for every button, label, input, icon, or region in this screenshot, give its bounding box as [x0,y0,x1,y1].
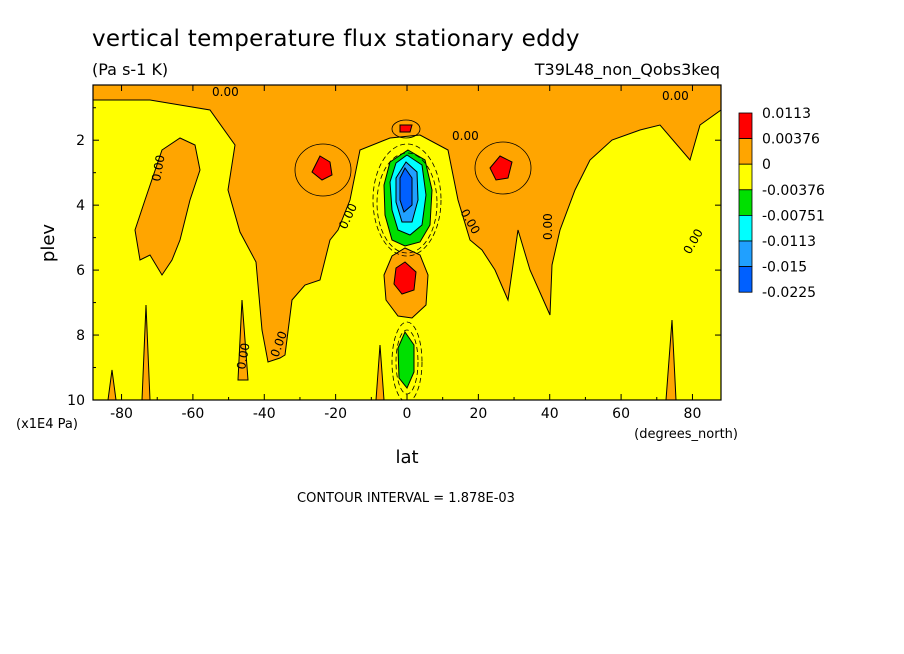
contour-label: 0.00 [662,89,689,103]
y-axis: 2 4 6 8 10 [67,107,721,409]
x-axis-units: (degrees_north) [634,427,738,442]
legend-swatch [738,189,753,216]
x-tick-label: 80 [684,406,702,422]
green-lower [397,330,415,389]
contour-label: 0.00 [149,154,167,183]
legend-swatch [738,163,753,191]
dataset-label: T39L48_non_Qobs3keq [534,60,720,80]
chart-title: vertical temperature flux stationary edd… [92,26,580,52]
red-max-top [399,124,413,133]
blue-core [399,167,413,213]
x-axis-label: lat [395,447,418,468]
y-tick-label: 6 [76,263,85,279]
x-tick-label: -40 [253,406,276,422]
contour-label: 0.00 [234,342,252,371]
orange-south-pillar [134,137,201,276]
legend-label: -0.00376 [762,183,825,199]
x-tick-label: 60 [612,406,630,422]
plot-area: 0.00 0.00 0.00 0.00 0.00 0.00 0.00 0.00 … [93,85,721,400]
contour-label: 0.00 [452,129,479,143]
x-tick-label: 0 [403,406,412,422]
y-tick-label: 8 [76,328,85,344]
legend-label: 0 [762,157,771,173]
legend-label: 0.00376 [762,132,820,148]
legend-label: -0.0113 [762,234,816,250]
legend-label: 0.0113 [762,106,811,122]
y-axis-label: plev [38,224,59,263]
orange-surface-slivers [107,299,677,400]
legend-label: -0.0225 [762,285,816,301]
x-tick-label: -80 [110,406,133,422]
color-legend: 0.0113 0.00376 0 -0.00376 -0.00751 -0.0113 -0.… [738,106,825,301]
chart-units: (Pa s-1 K) [92,60,168,79]
x-tick-label: -60 [181,406,204,422]
contour-interval: CONTOUR INTERVAL = 1.878E-03 [297,491,515,506]
legend-swatch [738,266,753,293]
legend-label: -0.00751 [762,208,825,224]
legend-swatch [738,112,753,140]
contour-label: 0.00 [212,85,239,99]
y-tick-label: 10 [67,393,85,409]
x-tick-label: -20 [324,406,347,422]
legend-label: -0.015 [762,260,807,276]
legend-swatch [738,240,753,268]
x-tick-label: 40 [541,406,559,422]
contour-label: 0.00 [541,213,555,240]
legend-swatch [738,138,753,165]
red-max-equator [393,261,417,295]
y-axis-units: (x1E4 Pa) [16,417,78,432]
y-tick-label: 2 [76,133,85,149]
x-axis: -80 -60 -40 -20 0 20 40 60 80 [110,85,701,422]
positive-contours [294,119,532,197]
red-max-south [311,155,333,181]
y-tick-label: 4 [76,198,85,214]
red-max-north [489,155,513,181]
orange-upper-region [93,85,721,363]
x-tick-label: 20 [469,406,487,422]
legend-swatch [738,214,753,242]
